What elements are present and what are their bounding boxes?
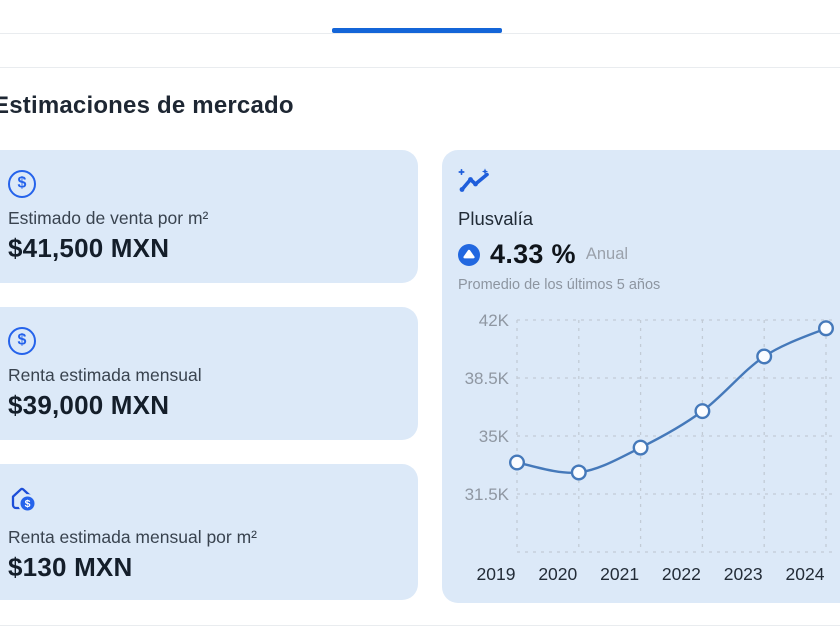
card-value: $130 MXN: [8, 552, 133, 582]
card-value: $41,500 MXN: [8, 233, 170, 263]
dollar-circle-icon: $: [8, 327, 36, 355]
active-tab-indicator[interactable]: [332, 28, 502, 33]
plusvalia-subtitle: Promedio de los últimos 5 años: [458, 277, 661, 293]
card-monthly-rent: $ Renta estimada mensual $39,000 MXN: [0, 307, 418, 440]
trend-sparkle-icon: [458, 168, 489, 192]
plusvalia-chart-svg[interactable]: 42K 38.5K 35K 31.5K 2019 2020 2021 2022 2023 2024: [442, 296, 840, 586]
dollar-circle-icon: $: [8, 170, 36, 198]
svg-text:2019: 2019: [477, 564, 516, 584]
svg-text:2022: 2022: [662, 564, 701, 584]
card-sale-estimate: $ Estimado de venta por m² $41,500 MXN: [0, 150, 418, 283]
page-title: Estimaciones de mercado: [0, 92, 294, 119]
header-divider: [0, 67, 840, 68]
trend-up-badge-icon: [458, 243, 480, 266]
card-plusvalia: Plusvalía 4.33 % Anual Promedio de los ú…: [442, 150, 840, 603]
svg-text:38.5K: 38.5K: [465, 369, 510, 388]
bottom-divider: [0, 625, 840, 626]
plusvalia-rate-row: 4.33 % Anual: [458, 239, 840, 270]
plusvalia-title: Plusvalía: [458, 208, 534, 229]
plusvalia-value: 4.33 %: [490, 239, 576, 269]
card-label: Estimado de venta por m²: [8, 208, 209, 228]
svg-text:35K: 35K: [479, 427, 510, 446]
card-value: $39,000 MXN: [8, 390, 170, 420]
svg-text:42K: 42K: [479, 311, 510, 330]
svg-text:31.5K: 31.5K: [465, 485, 510, 504]
dollar-sign: $: [17, 174, 27, 192]
card-label: Renta estimada mensual: [8, 365, 202, 385]
svg-text:2020: 2020: [538, 564, 577, 584]
card-rent-per-m2: $ Renta estimada mensual por m² $130 MXN: [0, 464, 418, 600]
svg-text:2023: 2023: [724, 564, 763, 584]
house-dollar-icon: $: [11, 487, 37, 513]
svg-text:2021: 2021: [600, 564, 639, 584]
plusvalia-chart[interactable]: 42K 38.5K 35K 31.5K 2019 2020 2021 2022 2023 2024: [442, 296, 840, 586]
tab-bar-divider: [0, 33, 840, 34]
svg-text:2024: 2024: [786, 564, 825, 584]
dollar-sign: $: [17, 331, 27, 349]
plusvalia-period: Anual: [585, 245, 629, 263]
svg-text:$: $: [25, 498, 31, 510]
card-label: Renta estimada mensual por m²: [8, 527, 257, 547]
